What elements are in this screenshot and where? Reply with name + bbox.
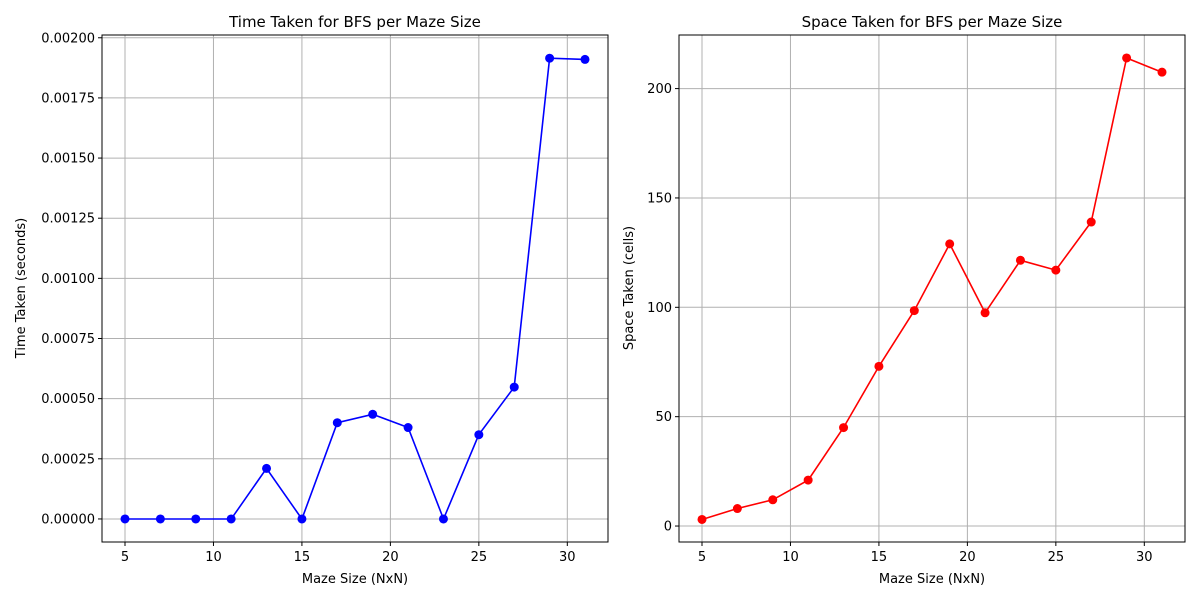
y-axis-label: Time Taken (seconds)	[14, 218, 29, 359]
data-point	[262, 463, 272, 473]
data-point	[474, 430, 484, 440]
x-tick-label: 25	[471, 550, 488, 565]
x-tick-label: 25	[1048, 550, 1065, 565]
data-point	[368, 409, 378, 419]
series-line	[125, 57, 586, 522]
y-tick-label: 0.00175	[41, 91, 95, 106]
y-tick-label: 0.00000	[41, 512, 95, 527]
series-time	[120, 53, 590, 524]
data-point	[980, 308, 990, 318]
data-point	[332, 418, 342, 428]
y-tick-label: 0.00125	[41, 212, 95, 227]
x-tick-label: 20	[959, 550, 976, 565]
data-point	[1157, 67, 1167, 77]
data-point	[1051, 265, 1061, 275]
data-point	[909, 306, 919, 316]
data-point	[509, 382, 519, 392]
y-tick-label: 150	[647, 191, 672, 206]
data-point	[438, 514, 448, 524]
data-point	[803, 475, 813, 485]
data-point	[1122, 53, 1132, 63]
data-point	[226, 514, 236, 524]
x-axis-label: Maze Size (NxN)	[879, 572, 985, 587]
y-tick-label: 0.00050	[41, 392, 95, 407]
x-axis-label: Maze Size (NxN)	[302, 572, 408, 587]
data-point	[874, 361, 884, 371]
chart-time: Time Taken for BFS per Maze Size 5 10 15 20…	[14, 13, 609, 587]
y-tick-label: 0.00025	[41, 452, 95, 467]
data-point	[945, 239, 955, 249]
x-tick-label: 20	[382, 550, 399, 565]
data-point	[1015, 255, 1025, 265]
x-tick-label: 10	[205, 550, 222, 565]
data-point	[403, 423, 413, 433]
data-point	[1086, 217, 1096, 227]
x-tick-label: 15	[294, 550, 311, 565]
x-tick-label: 15	[871, 550, 888, 565]
chart-title: Space Taken for BFS per Maze Size	[802, 13, 1063, 31]
y-tick-label: 0	[664, 520, 672, 535]
y-tick-label: 100	[647, 301, 672, 316]
data-point	[768, 495, 778, 505]
grid	[102, 35, 608, 542]
data-point	[120, 514, 130, 524]
ticks: 5 10 15 20 25 30 0 50 100 150 200	[647, 82, 1152, 565]
y-axis-label: Space Taken (cells)	[622, 226, 637, 350]
y-tick-label: 50	[655, 410, 672, 425]
series-line	[701, 56, 1163, 521]
x-tick-label: 30	[1136, 550, 1153, 565]
data-point	[732, 504, 742, 514]
chart-title: Time Taken for BFS per Maze Size	[228, 13, 481, 31]
y-tick-label: 200	[647, 82, 672, 97]
x-tick-label: 10	[782, 550, 799, 565]
y-tick-label: 0.00075	[41, 332, 95, 347]
x-tick-label: 5	[698, 550, 706, 565]
y-tick-label: 0.00100	[41, 272, 95, 287]
data-point	[580, 54, 590, 64]
data-point	[545, 53, 555, 63]
plot-frame	[101, 34, 609, 543]
x-tick-label: 5	[121, 550, 129, 565]
ticks: 5 10 15 20 25 30 0.00000 0.00025 0.00050 0.00075 0…	[41, 31, 575, 565]
grid	[679, 35, 1185, 542]
data-point	[297, 514, 307, 524]
x-tick-label: 30	[559, 550, 576, 565]
series-space	[697, 53, 1167, 524]
plot-frame	[678, 34, 1186, 543]
y-tick-label: 0.00200	[41, 31, 95, 46]
data-point	[155, 514, 165, 524]
data-point	[839, 423, 849, 433]
data-point	[697, 514, 707, 524]
data-point	[191, 514, 201, 524]
chart-space: Space Taken for BFS per Maze Size 5 10 15 2…	[622, 13, 1186, 587]
y-tick-label: 0.00150	[41, 152, 95, 167]
